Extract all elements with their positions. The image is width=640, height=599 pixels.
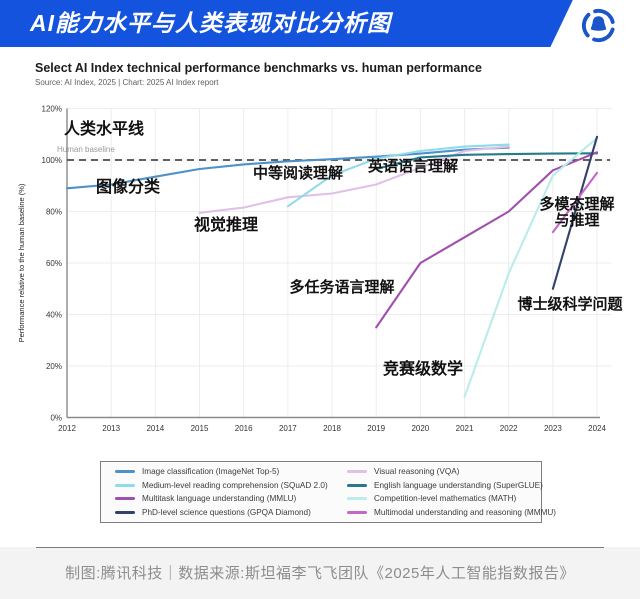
chart-annotation: 竞赛级数学: [383, 359, 463, 378]
legend-swatch-icon: [115, 497, 135, 501]
series-line: [65, 146, 510, 190]
legend-swatch-icon: [347, 497, 367, 501]
legend-item: Visual reasoning (VQA): [347, 465, 556, 478]
chart-annotation: 与推理: [554, 211, 599, 229]
legend-item-label: Visual reasoning (VQA): [374, 467, 460, 477]
legend-swatch-icon: [115, 510, 135, 514]
legend-item-label: Competition-level mathematics (MATH): [374, 494, 517, 504]
x-tick-label: 2020: [411, 424, 429, 433]
header: AI能力水平与人类表现对比分析图: [0, 0, 640, 47]
legend: Image classification (ImageNet Top-5) Vis…: [100, 461, 556, 523]
legend-item: Multimodal understanding and reasoning (…: [347, 506, 556, 519]
legend-swatch-icon: [347, 510, 367, 514]
chart-title: Select AI Index technical performance be…: [35, 61, 482, 75]
chart-annotation: Human baseline: [57, 145, 115, 154]
chart-annotation: 博士级科学问题: [517, 295, 623, 313]
x-tick-label: 2023: [544, 424, 562, 433]
chart-annotation: 视觉推理: [194, 215, 258, 234]
chart-annotation: 图像分类: [96, 177, 161, 196]
legend-swatch-icon: [115, 470, 135, 474]
legend-item: PhD-level science questions (GPQA Diamon…: [115, 506, 347, 519]
x-tick-label: 2015: [191, 424, 209, 433]
x-tick-label: 2016: [235, 424, 253, 433]
y-tick-label: 80%: [46, 207, 62, 216]
legend-item: Multitask language understanding (MMLU): [115, 492, 347, 505]
chart-annotation: 英语语言理解: [368, 157, 458, 175]
legend-item: English language understanding (SuperGLU…: [347, 479, 556, 492]
x-tick-label: 2012: [58, 424, 76, 433]
legend-swatch-icon: [347, 483, 367, 487]
line-chart: 0% 20% 40% 60% 80% 100% 120% 2012 2013 2014 2015 20…: [17, 104, 623, 433]
penguin-glyph: [590, 16, 607, 31]
x-tick-label: 2014: [146, 424, 164, 433]
series-line: [463, 137, 599, 398]
y-tick-label: 0%: [50, 413, 62, 422]
y-tick-label: 120%: [42, 104, 62, 113]
x-tick-label: 2021: [456, 424, 474, 433]
chart-annotation: 多任务语言理解: [289, 278, 394, 296]
legend-item-label: Medium-level reading comprehension (SQuA…: [142, 480, 328, 490]
series-line: [198, 145, 510, 214]
series-line: [375, 151, 599, 329]
chart-annotation: 中等阅读理解: [253, 164, 343, 182]
chart-source: Source: AI Index, 2025 | Chart: 2025 AI …: [35, 78, 219, 87]
page-title: AI能力水平与人类表现对比分析图: [30, 10, 391, 36]
series-line: [551, 135, 599, 290]
legend-item: Image classification (ImageNet Top-5): [115, 465, 347, 478]
series-line: [551, 171, 599, 234]
legend-item-label: PhD-level science questions (GPQA Diamon…: [142, 507, 311, 517]
chart-annotation: 人类水平线: [64, 119, 144, 138]
footer: 制图:腾讯科技｜数据来源:斯坦福李飞飞团队《2025年人工智能指数报告》: [0, 547, 640, 599]
legend-item: Medium-level reading comprehension (SQuA…: [115, 479, 347, 492]
chart-annotation: 多模态理解: [539, 195, 614, 213]
series-line: [375, 152, 599, 171]
x-tick-label: 2019: [367, 424, 385, 433]
x-tick-label: 2018: [323, 424, 341, 433]
x-tick-label: 2013: [102, 424, 120, 433]
legend-item-label: Image classification (ImageNet Top-5): [142, 467, 280, 477]
series-line: [286, 143, 510, 208]
y-tick-label: 40%: [46, 310, 62, 319]
y-tick-label: 60%: [46, 259, 62, 268]
y-axis-label: Performance relative to the human baseli…: [17, 183, 26, 342]
footer-divider: [36, 547, 604, 548]
legend-swatch-icon: [347, 470, 367, 474]
x-tick-label: 2024: [588, 424, 606, 433]
x-tick-label: 2022: [500, 424, 518, 433]
legend-swatch-icon: [115, 483, 135, 487]
legend-item-label: English language understanding (SuperGLU…: [374, 480, 543, 490]
legend-item: Competition-level mathematics (MATH): [347, 492, 556, 505]
footer-credit: 制图:腾讯科技｜数据来源:斯坦福李飞飞团队《2025年人工智能指数报告》: [65, 565, 575, 582]
y-tick-label: 100%: [42, 156, 62, 165]
legend-item-label: Multimodal understanding and reasoning (…: [374, 507, 557, 517]
tencent-tech-logo-icon: [581, 8, 616, 43]
header-banner: [0, 0, 573, 47]
x-tick-label: 2017: [279, 424, 297, 433]
y-tick-label: 20%: [46, 362, 62, 371]
legend-item-label: Multitask language understanding (MMLU): [142, 494, 297, 504]
